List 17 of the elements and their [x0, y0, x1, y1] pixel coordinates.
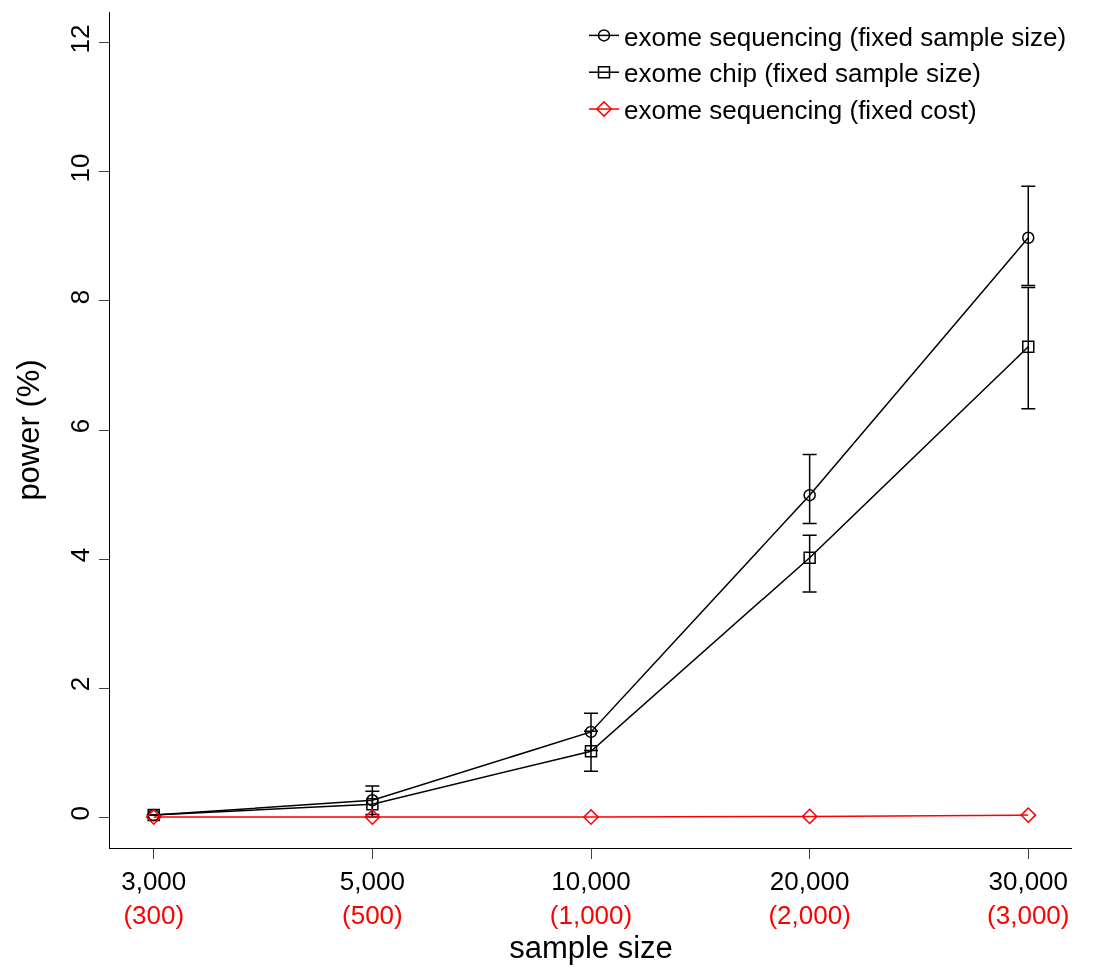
- x-tick-label: 20,000 (2,000): [768, 866, 851, 930]
- x-tick-label: 30,000 (3,000): [987, 866, 1070, 930]
- x-axis-title: sample size: [509, 930, 673, 965]
- x-tick-label: 10,000 (1,000): [549, 866, 633, 930]
- y-tick-label: 8: [64, 289, 95, 305]
- y-tick-label: 4: [64, 547, 95, 563]
- y-axis-title: power (%): [11, 359, 47, 501]
- x-tick-label: 3,000 (300): [121, 866, 187, 930]
- x-tick-label: 5,000 (500): [339, 866, 405, 930]
- y-tick-label: 2: [64, 676, 95, 692]
- legend-label: exome sequencing (fixed cost): [624, 95, 977, 126]
- y-tick-label: 0: [64, 805, 95, 821]
- y-tick-label: 12: [64, 24, 95, 54]
- legend-label: exome sequencing (fixed sample size): [624, 21, 1067, 52]
- legend-label: exome chip (fixed sample size): [624, 58, 981, 89]
- y-tick-label: 6: [64, 418, 95, 434]
- y-tick-label: 10: [64, 153, 95, 183]
